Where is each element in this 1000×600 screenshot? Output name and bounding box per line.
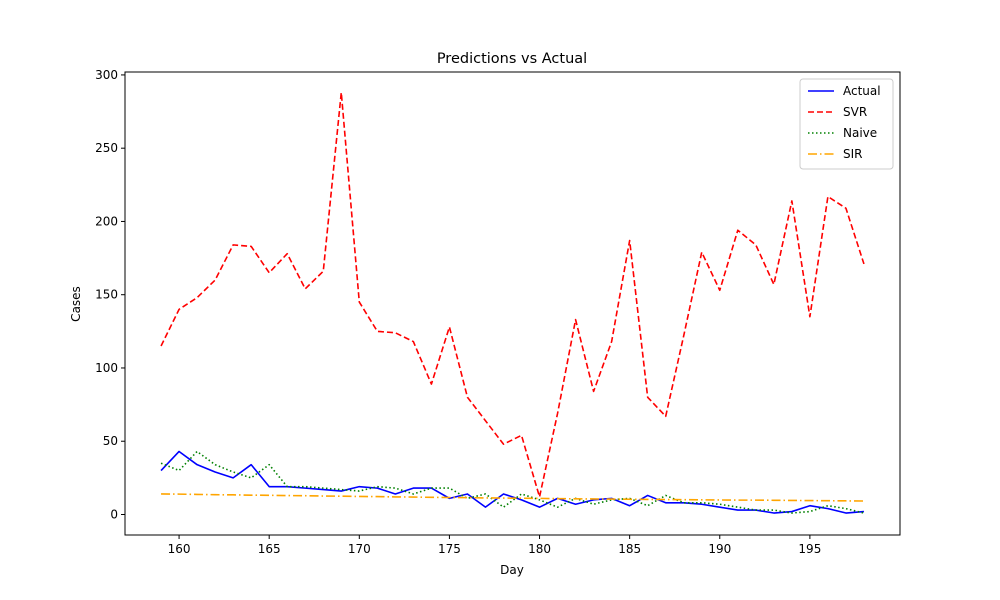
legend-label-svr: SVR [843,105,867,119]
axes-frame [124,71,901,536]
legend-label-naive: Naive [843,126,877,140]
x-tick-label: 185 [618,542,641,556]
x-axis-label: Day [500,563,524,577]
y-axis-label: Cases [69,286,83,322]
x-tick-label: 160 [168,542,191,556]
y-tick-label: 100 [95,361,118,375]
x-tick-label: 170 [348,542,371,556]
legend-label-actual: Actual [843,84,881,98]
legend: Actual SVR Naive SIR [799,78,894,170]
series-line-actual [160,450,865,514]
y-tick-label: 200 [95,214,118,228]
series-line-svr [160,91,865,498]
legend-box [799,78,894,170]
y-tick-label: 0 [110,507,118,521]
x-tick-label: 195 [798,542,821,556]
y-tick-label: 250 [95,141,118,155]
x-tick-label: 175 [438,542,461,556]
y-tick-label: 50 [103,434,118,448]
y-tick-label: 300 [95,68,118,82]
y-tick-label: 150 [95,288,118,302]
series-line-sir [161,493,864,502]
x-tick-label: 190 [708,542,731,556]
chart-title: Predictions vs Actual [437,51,587,67]
x-tick-label: 165 [258,542,281,556]
x-tick-label: 180 [528,542,551,556]
y-axis: 0 50 100 150 200 250 300 [95,68,125,521]
plot-area [160,91,865,514]
legend-label-sir: SIR [843,147,863,161]
x-axis: 160 165 170 175 180 185 190 195 [168,535,821,556]
